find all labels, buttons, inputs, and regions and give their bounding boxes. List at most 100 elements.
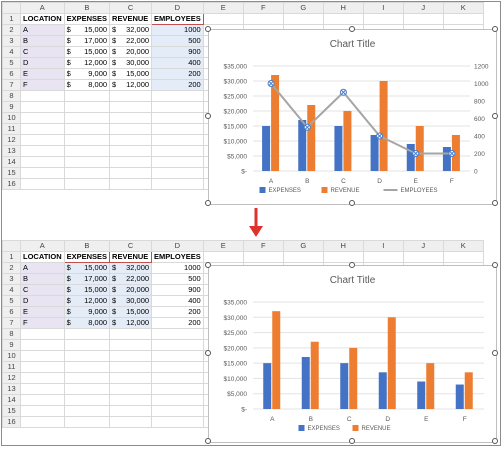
revenue-cell[interactable]: $30,000	[109, 295, 153, 307]
cell[interactable]	[63, 328, 111, 340]
resize-handle[interactable]	[492, 262, 498, 268]
employees-cell[interactable]: 400	[151, 295, 204, 307]
cell[interactable]	[63, 405, 111, 417]
cell[interactable]	[151, 328, 204, 340]
cell[interactable]	[151, 416, 204, 428]
row-header[interactable]: 6	[2, 306, 21, 318]
revenue-bar[interactable]	[310, 341, 319, 409]
resize-handle[interactable]	[205, 350, 211, 356]
employees-point[interactable]	[448, 150, 456, 157]
combo-chart[interactable]: Chart Title $- $5,000 $10,000 $15,000 $20,000…	[205, 26, 498, 206]
legend-item-expenses[interactable]: EXPENSES	[259, 187, 301, 194]
cell[interactable]	[151, 156, 204, 168]
resize-handle[interactable]	[205, 262, 211, 268]
cell[interactable]	[63, 361, 111, 373]
resize-handle[interactable]	[348, 438, 355, 444]
resize-handle[interactable]	[492, 113, 498, 119]
cell[interactable]	[20, 123, 65, 135]
row-header[interactable]: 10	[2, 112, 21, 124]
column-chart[interactable]: Chart Title $- $5,000 $10,000 $15,000 $20,000…	[205, 262, 498, 444]
resize-handle[interactable]	[205, 200, 211, 206]
row-header[interactable]: 13	[2, 383, 21, 395]
cell[interactable]	[322, 13, 364, 25]
revenue-bar[interactable]	[451, 135, 460, 171]
cell[interactable]	[20, 90, 65, 102]
cell[interactable]	[151, 405, 204, 417]
revenue-cell[interactable]: $22,000	[109, 273, 153, 285]
resize-handle[interactable]	[205, 113, 211, 119]
cell[interactable]	[109, 394, 153, 406]
cell[interactable]	[242, 251, 284, 263]
expenses-bar[interactable]	[455, 384, 464, 409]
employees-line[interactable]	[270, 82, 452, 155]
header-cell-expenses[interactable]: EXPENSES	[63, 251, 111, 263]
row-header[interactable]: 9	[2, 339, 21, 351]
expenses-cell[interactable]: $17,000	[63, 35, 111, 47]
cell[interactable]	[109, 178, 153, 190]
expenses-bar[interactable]	[417, 381, 426, 409]
revenue-cell[interactable]: $15,000	[109, 306, 153, 318]
cell[interactable]	[63, 90, 111, 102]
revenue-bar[interactable]	[464, 372, 473, 409]
cell[interactable]	[20, 156, 65, 168]
row-header[interactable]: 2	[2, 24, 21, 36]
resize-handle[interactable]	[492, 350, 498, 356]
resize-handle[interactable]	[205, 26, 211, 32]
employees-cell[interactable]: 1000	[151, 262, 204, 274]
column-header-d[interactable]: D	[151, 240, 204, 252]
expenses-cell[interactable]: $12,000	[63, 57, 111, 69]
resize-handle[interactable]	[348, 26, 355, 32]
cell[interactable]	[63, 339, 111, 351]
location-cell[interactable]: B	[20, 35, 65, 47]
cell[interactable]	[151, 178, 204, 190]
select-all-corner[interactable]	[2, 2, 21, 14]
legend-item-expenses[interactable]: EXPENSES	[298, 425, 340, 432]
expenses-bar[interactable]	[406, 144, 415, 171]
cell[interactable]	[151, 123, 204, 135]
row-header[interactable]: 10	[2, 350, 21, 362]
header-cell-location[interactable]: LOCATION	[20, 13, 65, 25]
row-header[interactable]: 4	[2, 284, 21, 296]
chart-title[interactable]: Chart Title	[330, 39, 376, 50]
revenue-cell[interactable]: $32,000	[109, 262, 153, 274]
cell[interactable]	[442, 13, 484, 25]
resize-handle[interactable]	[492, 438, 498, 444]
cell[interactable]	[20, 134, 65, 146]
expenses-cell[interactable]: $9,000	[63, 306, 111, 318]
cell[interactable]	[242, 13, 284, 25]
cell[interactable]	[63, 394, 111, 406]
revenue-bar[interactable]	[272, 311, 281, 409]
expenses-cell[interactable]: $15,000	[63, 24, 111, 36]
cell[interactable]	[151, 372, 204, 384]
select-all-corner[interactable]	[2, 240, 21, 252]
header-cell-employees[interactable]: EMPLOYEES	[151, 251, 204, 263]
revenue-bar[interactable]	[307, 105, 316, 171]
location-cell[interactable]: B	[20, 273, 65, 285]
column-header-k[interactable]: K	[442, 240, 484, 252]
cell[interactable]	[151, 350, 204, 362]
cell[interactable]	[202, 251, 244, 263]
cell[interactable]	[63, 134, 111, 146]
cell[interactable]	[63, 101, 111, 113]
employees-cell[interactable]: 500	[151, 273, 204, 285]
cell[interactable]	[442, 251, 484, 263]
cell[interactable]	[20, 350, 65, 362]
employees-cell[interactable]: 900	[151, 284, 204, 296]
expenses-bar[interactable]	[334, 126, 343, 171]
cell[interactable]	[20, 394, 65, 406]
cell[interactable]	[20, 372, 65, 384]
chart-title[interactable]: Chart Title	[330, 275, 376, 286]
cell[interactable]	[151, 134, 204, 146]
cell[interactable]	[109, 134, 153, 146]
expenses-bar[interactable]	[340, 363, 349, 409]
column-header-b[interactable]: B	[63, 240, 111, 252]
employees-cell[interactable]: 200	[151, 68, 204, 80]
row-header[interactable]: 3	[2, 35, 21, 47]
cell[interactable]	[402, 251, 444, 263]
column-header-c[interactable]: C	[109, 240, 153, 252]
column-header-j[interactable]: J	[402, 240, 444, 252]
row-header[interactable]: 1	[2, 251, 21, 263]
expenses-cell[interactable]: $17,000	[63, 273, 111, 285]
cell[interactable]	[63, 123, 111, 135]
expenses-bar[interactable]	[370, 135, 379, 171]
